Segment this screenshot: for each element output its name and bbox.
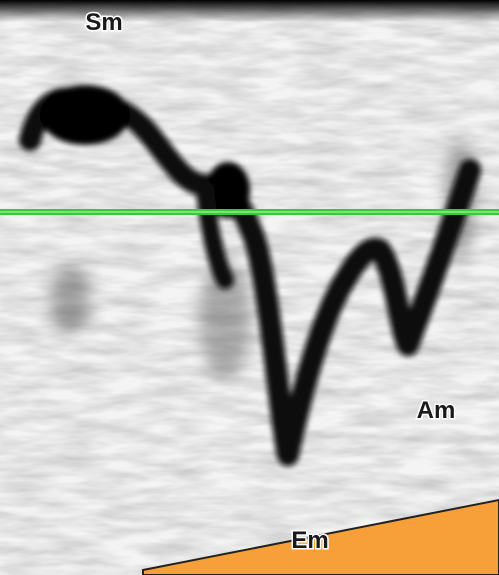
top-shade xyxy=(0,0,499,22)
doppler-image: Sm Am Em xyxy=(0,0,499,575)
sm-label: Sm xyxy=(85,9,122,36)
page: {"labels": {"sm": "Sm", "am": "Am", "em"… xyxy=(0,0,499,575)
em-label: Em xyxy=(291,527,328,554)
am-label: Am xyxy=(417,397,456,424)
